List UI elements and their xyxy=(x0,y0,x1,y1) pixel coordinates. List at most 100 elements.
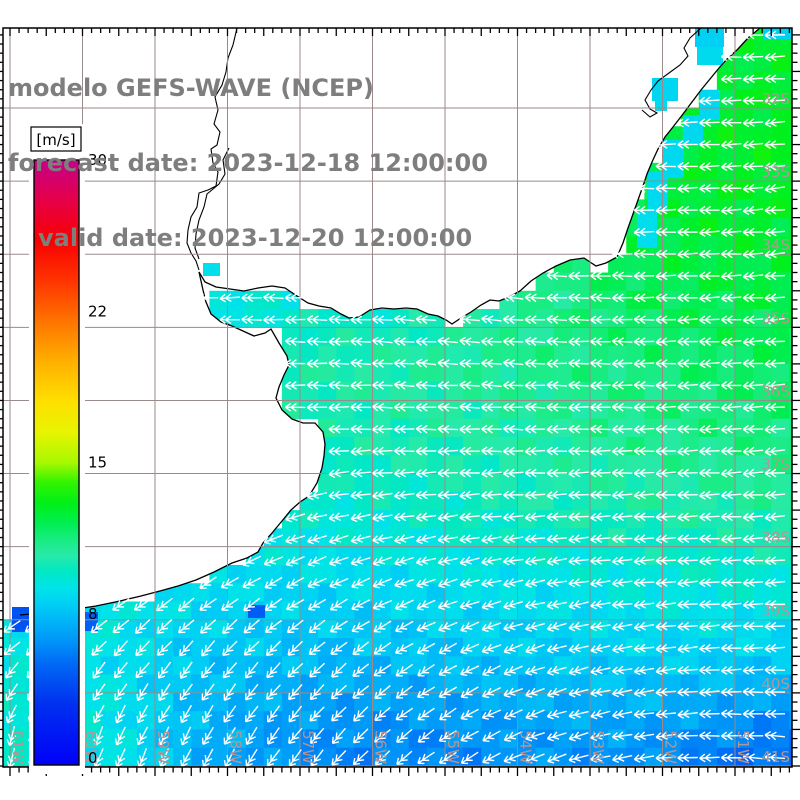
wind-arrow xyxy=(393,402,415,412)
wind-arrow xyxy=(156,618,173,634)
latitude-label: 32S xyxy=(761,90,790,108)
wind-arrow xyxy=(720,621,742,632)
speed-cell xyxy=(771,583,790,602)
wind-arrow xyxy=(742,578,764,588)
speed-cell xyxy=(789,747,792,767)
wind-arrow xyxy=(481,337,502,346)
speed-cell xyxy=(155,601,174,621)
speed-cell xyxy=(644,674,663,694)
speed-cell xyxy=(535,418,555,438)
speed-cell xyxy=(753,455,772,474)
speed-cell xyxy=(517,400,537,420)
wind-arrow xyxy=(503,600,524,611)
longitude-label: 51W xyxy=(734,730,752,764)
speed-cell xyxy=(300,729,319,749)
speed-cell xyxy=(209,711,228,730)
wind-arrow xyxy=(3,641,21,656)
speed-cell xyxy=(789,711,792,730)
speed-cell xyxy=(553,564,573,584)
speed-cell xyxy=(372,546,392,566)
speed-cell xyxy=(735,235,754,255)
speed-cell xyxy=(771,144,790,164)
speed-cell xyxy=(680,546,700,566)
wind-arrow xyxy=(568,600,589,610)
wind-arrow xyxy=(764,227,786,237)
speed-cell xyxy=(680,235,700,255)
speed-cell xyxy=(680,619,700,639)
speed-cell xyxy=(644,327,663,347)
speed-cell xyxy=(662,619,682,639)
speed-cell xyxy=(300,601,319,621)
wind-arrow xyxy=(633,621,655,632)
wind-arrow xyxy=(288,727,303,745)
wind-arrow xyxy=(655,140,677,150)
wind-arrow xyxy=(503,578,524,588)
wind-arrow xyxy=(525,687,545,698)
speed-cell xyxy=(336,601,355,621)
wind-arrow xyxy=(415,534,437,545)
wind-arrow xyxy=(633,534,655,544)
wind-arrow xyxy=(655,271,677,281)
wind-arrow xyxy=(481,380,502,390)
speed-cell xyxy=(735,455,754,474)
speed-cell xyxy=(626,692,645,712)
wind-arrow xyxy=(633,709,655,719)
speed-cell xyxy=(445,674,464,694)
speed-cell xyxy=(753,400,772,420)
speed-cell xyxy=(698,382,718,401)
wind-arrow xyxy=(699,468,720,478)
wind-arrow xyxy=(524,578,546,588)
wind-arrow xyxy=(590,402,611,412)
speed-cell xyxy=(662,309,682,328)
wind-arrow xyxy=(764,161,786,172)
speed-cell xyxy=(590,583,609,602)
wind-arrow xyxy=(633,337,655,347)
wind-arrow xyxy=(219,315,240,325)
wind-arrow xyxy=(416,642,436,655)
wind-arrow xyxy=(524,293,546,303)
wind-arrow xyxy=(241,293,262,303)
speed-cell xyxy=(10,747,29,767)
wind-arrow xyxy=(481,687,501,699)
speed-cell xyxy=(408,473,428,493)
speed-cell xyxy=(680,656,700,676)
speed-cell xyxy=(680,217,700,237)
speed-cell xyxy=(426,528,446,548)
speed-cell xyxy=(553,674,573,694)
wind-arrow xyxy=(135,662,150,679)
speed-cell xyxy=(372,747,392,767)
speed-cell xyxy=(571,309,591,328)
wind-arrow xyxy=(157,661,172,679)
speed-cell xyxy=(463,436,482,456)
wind-arrow xyxy=(91,640,107,656)
speed-cell xyxy=(789,53,792,72)
wind-arrow xyxy=(764,643,786,653)
wind-arrow xyxy=(742,249,764,259)
speed-cell xyxy=(118,692,138,712)
wind-arrow xyxy=(180,726,192,746)
speed-cell xyxy=(553,290,573,310)
wind-arrow xyxy=(699,665,720,675)
wind-arrow xyxy=(525,731,545,742)
speed-cell xyxy=(626,711,645,730)
speed-cell xyxy=(662,510,682,529)
speed-cell xyxy=(245,290,265,310)
wind-arrow xyxy=(199,576,217,589)
wind-arrow xyxy=(633,512,655,522)
wind-arrow xyxy=(677,578,698,588)
wind-arrow xyxy=(395,663,414,677)
speed-cell xyxy=(789,674,792,694)
wind-arrow xyxy=(742,271,764,281)
wind-arrow xyxy=(329,598,348,611)
wind-arrow xyxy=(742,709,764,719)
speed-cell xyxy=(445,327,464,347)
speed-cell xyxy=(771,71,790,91)
speed-cell xyxy=(789,455,792,474)
speed-cell xyxy=(499,418,518,438)
speed-cell xyxy=(735,491,754,511)
wind-arrow xyxy=(481,446,502,456)
speed-cell xyxy=(318,583,337,602)
speed-cell xyxy=(644,692,663,712)
speed-cell xyxy=(716,674,736,694)
speed-cell xyxy=(499,455,518,474)
